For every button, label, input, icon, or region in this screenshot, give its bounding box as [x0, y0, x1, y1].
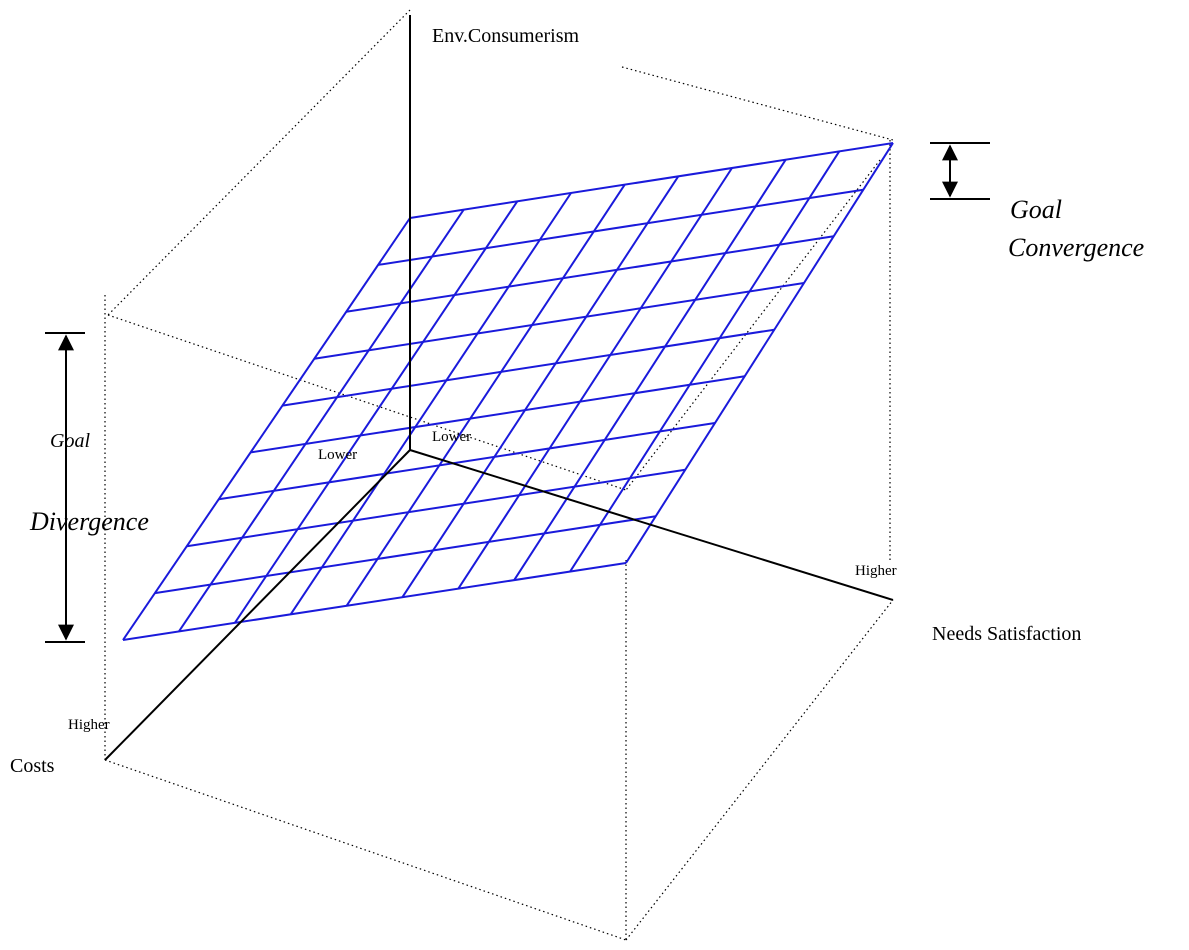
grid-line-horizontal [282, 328, 775, 407]
convergence-marker [930, 142, 990, 200]
goal-divergence-label-line2: Divergence [29, 507, 149, 536]
box-bottom-front-edge [104, 759, 627, 941]
grid-line-horizontal [409, 142, 894, 219]
grid-line-horizontal [186, 468, 686, 548]
box-mid-diagonal [107, 314, 627, 491]
grid-line-horizontal [218, 422, 716, 501]
grid-line-horizontal [122, 562, 627, 641]
grid-line-diagonal [569, 150, 841, 573]
box-inner-diagonal [625, 159, 881, 491]
goal-convergence-label-line2: Convergence [1008, 233, 1144, 262]
axes [104, 15, 894, 761]
needs-satisfaction-axis [409, 449, 894, 601]
grid-line-horizontal [377, 188, 864, 266]
higher-right-label: Higher [855, 563, 897, 579]
grid-line-diagonal [289, 192, 572, 615]
grid-line-diagonal [401, 175, 680, 598]
grid-line-diagonal [625, 142, 894, 564]
box-top-left-edge [107, 9, 411, 316]
grid-line-horizontal [346, 235, 834, 313]
bounding-box [104, 9, 894, 941]
box-top-right-edge [621, 66, 894, 141]
lower-left-label: Lower [318, 447, 357, 463]
grid-line-diagonal [457, 167, 733, 590]
costs-axis [104, 449, 411, 761]
grid-line-horizontal [314, 282, 805, 360]
box-bottom-right-edge [625, 599, 894, 941]
goal-divergence-label-line1: Goal [50, 430, 90, 452]
divergence-marker [45, 332, 85, 643]
grid-line-diagonal [178, 209, 465, 632]
goal-convergence-label-line1: Goal [1010, 195, 1062, 224]
goal-plane-grid [122, 142, 894, 641]
grid-line-horizontal [250, 375, 745, 454]
grid-line-horizontal [154, 515, 656, 595]
lower-right-label: Lower [432, 429, 471, 445]
grid-line-diagonal [233, 200, 519, 624]
grid-line-diagonal [122, 217, 411, 641]
env-consumerism-label: Env.Consumerism [432, 25, 579, 47]
grid-line-diagonal [513, 159, 787, 581]
needs-satisfaction-label: Needs Satisfaction [932, 623, 1081, 645]
costs-label: Costs [10, 755, 55, 777]
higher-left-label: Higher [68, 717, 110, 733]
grid-line-diagonal [345, 184, 626, 607]
